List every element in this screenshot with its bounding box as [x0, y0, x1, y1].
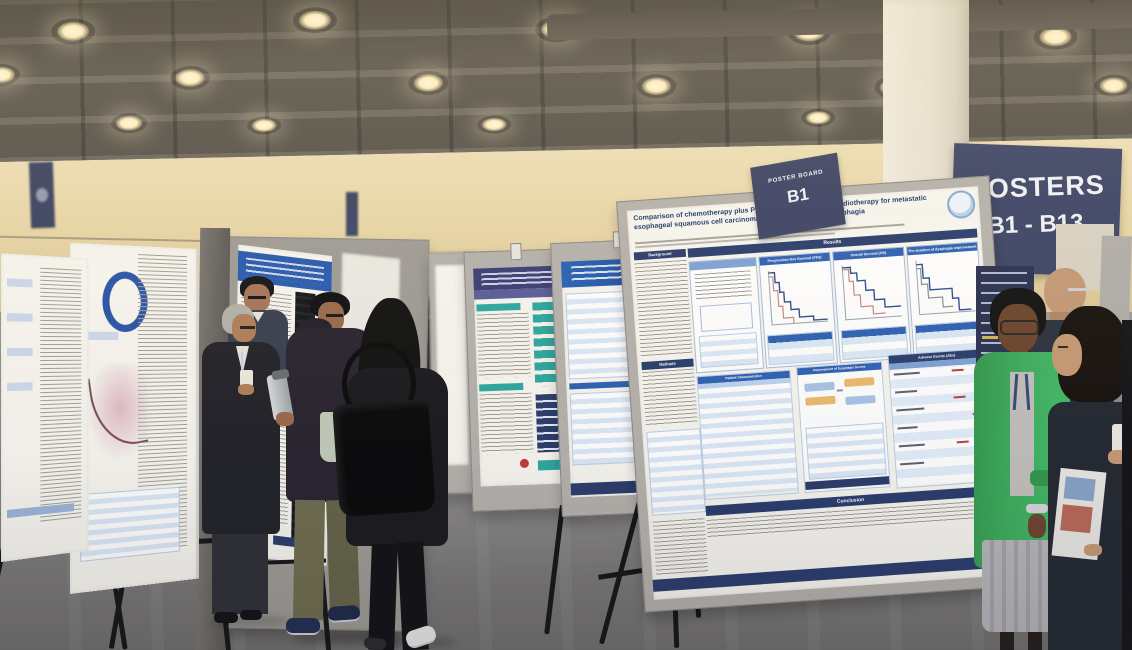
hand [238, 384, 254, 395]
paper-cup [240, 370, 253, 386]
shoe [214, 612, 238, 623]
glasses [240, 326, 255, 329]
ceiling-light [476, 115, 512, 134]
poster-board-b1-sign: POSTER BOARD B1 [750, 152, 846, 240]
leg [368, 543, 398, 650]
red-logo [519, 458, 530, 469]
scrap-yellow-dash [982, 336, 998, 339]
dense-rows [40, 267, 82, 525]
shirt-collar [252, 312, 264, 322]
left-angled-poster-edge [0, 253, 89, 563]
glasses-temple [1068, 288, 1088, 291]
black-tote-bag [332, 398, 436, 518]
methods-table [646, 428, 706, 516]
teal-section-bar [479, 382, 524, 392]
teal-section-bar [476, 302, 521, 312]
khaki-leg [292, 499, 326, 621]
blue-chip [6, 347, 33, 357]
section-background: Background [633, 248, 687, 261]
dysphagia-mini-table [805, 422, 887, 480]
shoe [240, 610, 262, 620]
purple-header [473, 265, 562, 291]
methods-text [642, 368, 698, 427]
bottom-table [80, 486, 180, 562]
left-footnote-text [652, 518, 709, 576]
eyebrow [1058, 346, 1068, 348]
ceiling-light [292, 6, 338, 34]
km-curve-duration [915, 260, 976, 316]
glasses [248, 296, 266, 299]
face-profile [1052, 334, 1082, 376]
background-text [634, 259, 693, 358]
panel-os: Overall Survival (OS) [832, 246, 912, 364]
blue-chip [6, 278, 33, 288]
teal-footer-chip [537, 459, 563, 471]
ceiling-light [169, 65, 211, 91]
board-clip-tag [510, 242, 522, 261]
flow-arrow [836, 389, 843, 392]
right-edge-person-sliver [1122, 320, 1132, 650]
body-text [479, 392, 534, 455]
face [998, 304, 1038, 352]
ceiling-light [0, 63, 21, 87]
booklet-photo [1063, 476, 1096, 502]
flow-chip [845, 394, 876, 406]
society-logo [946, 189, 977, 220]
panel-mini-table [698, 332, 759, 369]
km-curve-os [841, 265, 902, 321]
trousers [212, 534, 268, 614]
board-number-banner [346, 192, 358, 236]
ceiling-light [636, 73, 677, 99]
dysphagia-scores-block: Improvement of Dysphagia Scores [796, 361, 891, 494]
body-text [476, 312, 531, 379]
flow-chip [804, 381, 835, 392]
ceiling-light [1094, 74, 1132, 97]
coffee-cup-woman [1048, 306, 1132, 650]
foreground-woman [332, 296, 476, 650]
ceiling-light [800, 108, 836, 128]
banner-emblem [35, 187, 49, 203]
glasses [326, 314, 343, 317]
hand [1028, 514, 1046, 538]
panel-text [694, 270, 753, 301]
dark-shoe [363, 636, 387, 650]
panel-inset-box [699, 302, 754, 332]
booklet-photo [1060, 504, 1093, 534]
elderly-man-suit [196, 300, 292, 630]
mid-section-bar [569, 380, 632, 390]
patient-rows [698, 382, 798, 497]
left-angled-poster-logo [69, 242, 200, 595]
header-text-lines [481, 270, 554, 287]
subheader-band [473, 287, 563, 300]
pfs-mini-table [766, 330, 835, 366]
navy-sneaker [286, 618, 320, 635]
panel-header [689, 257, 756, 271]
blue-chip [6, 313, 33, 322]
km-curve-pfs [767, 271, 828, 326]
ceiling-light [408, 70, 449, 96]
flow-chip [805, 395, 836, 406]
main-poster-board: Comparison of chemotherapy plus PD-1 inh… [616, 175, 1018, 613]
panel-baseline [688, 256, 765, 374]
person-shadow [210, 616, 290, 626]
wristwatch [1026, 504, 1048, 513]
main-poster: Comparison of chemotherapy plus PD-1 inh… [626, 186, 1006, 600]
ceiling-light [110, 112, 148, 134]
hand [276, 412, 294, 426]
patient-characteristics-table: Patient Characteristics [696, 369, 799, 501]
flow-chip [844, 376, 875, 388]
hand [1084, 544, 1102, 556]
leg [1028, 632, 1042, 650]
panel-pfs: Progression-free Survival (PFS) [758, 251, 838, 369]
ceiling-light [50, 17, 96, 45]
glasses [1000, 320, 1039, 335]
blue-chip [6, 382, 33, 392]
board-number-banner [28, 161, 56, 229]
leg [1000, 632, 1014, 650]
ceiling-light [246, 116, 282, 135]
lower-table [569, 390, 637, 466]
panel-duration: The duration of dysphagia improvement [905, 241, 986, 359]
